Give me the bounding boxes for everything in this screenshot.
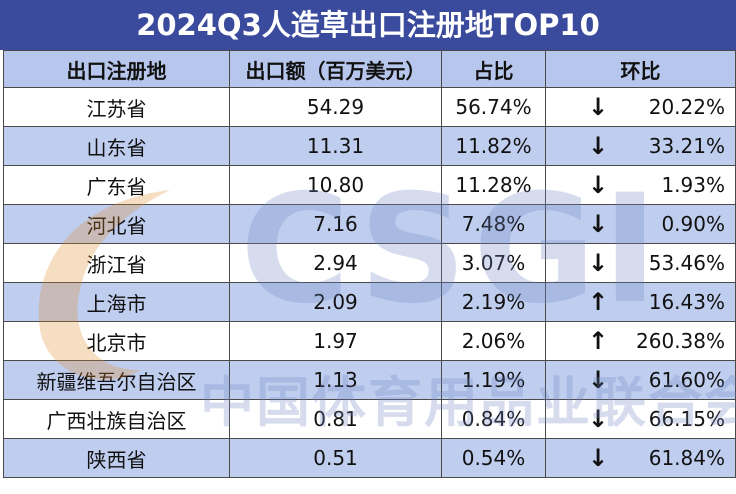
header-amount: 出口额（百万美元） bbox=[229, 50, 442, 88]
mom-value: 16.43% bbox=[648, 290, 725, 314]
cell-amount: 1.97 bbox=[229, 321, 442, 361]
mom-value: 61.84% bbox=[648, 446, 725, 470]
table-row: 河北省 7.16 7.48% ↓ 0.90% bbox=[3, 204, 736, 244]
cell-amount: 0.81 bbox=[229, 399, 442, 439]
table-row: 上海市 2.09 2.19% ↑ 16.43% bbox=[3, 282, 736, 322]
table-row: 广东省 10.80 11.28% ↓ 1.93% bbox=[3, 165, 736, 205]
cell-share: 56.74% bbox=[441, 87, 546, 127]
mom-value: 33.21% bbox=[648, 134, 725, 158]
table-row: 广西壮族自治区 0.81 0.84% ↓ 66.15% bbox=[3, 399, 736, 439]
header-row: 出口注册地 出口额（百万美元） 占比 环比 bbox=[3, 50, 736, 88]
cell-region: 浙江省 bbox=[3, 243, 230, 283]
cell-share: 2.19% bbox=[441, 282, 546, 322]
mom-value: 53.46% bbox=[648, 251, 725, 275]
cell-region: 广东省 bbox=[3, 165, 230, 205]
cell-region: 广西壮族自治区 bbox=[3, 399, 230, 439]
cell-amount: 54.29 bbox=[229, 87, 442, 127]
cell-share: 1.19% bbox=[441, 360, 546, 400]
arrow-down-icon: ↓ bbox=[588, 171, 609, 199]
cell-share: 11.28% bbox=[441, 165, 546, 205]
cell-mom: ↑ 16.43% bbox=[545, 282, 736, 322]
cell-region: 河北省 bbox=[3, 204, 230, 244]
cell-mom: ↓ 0.90% bbox=[545, 204, 736, 244]
cell-region: 山东省 bbox=[3, 126, 230, 166]
arrow-down-icon: ↓ bbox=[588, 444, 609, 472]
table-row: 江苏省 54.29 56.74% ↓ 20.22% bbox=[3, 87, 736, 127]
arrow-down-icon: ↓ bbox=[588, 93, 609, 121]
table-title: 2024Q3人造草出口注册地TOP10 bbox=[0, 0, 736, 50]
arrow-down-icon: ↓ bbox=[588, 405, 609, 433]
cell-mom: ↓ 20.22% bbox=[545, 87, 736, 127]
table-row: 山东省 11.31 11.82% ↓ 33.21% bbox=[3, 126, 736, 166]
cell-mom: ↓ 66.15% bbox=[545, 399, 736, 439]
cell-region: 新疆维吾尔自治区 bbox=[3, 360, 230, 400]
cell-mom: ↓ 53.46% bbox=[545, 243, 736, 283]
cell-mom: ↓ 1.93% bbox=[545, 165, 736, 205]
cell-mom: ↑ 260.38% bbox=[545, 321, 736, 361]
arrow-down-icon: ↓ bbox=[588, 210, 609, 238]
table-row: 陕西省 0.51 0.54% ↓ 61.84% bbox=[3, 438, 736, 478]
header-mom: 环比 bbox=[545, 50, 736, 88]
table-row: 浙江省 2.94 3.07% ↓ 53.46% bbox=[3, 243, 736, 283]
cell-share: 0.84% bbox=[441, 399, 546, 439]
cell-amount: 2.09 bbox=[229, 282, 442, 322]
arrow-up-icon: ↑ bbox=[588, 327, 609, 355]
cell-mom: ↓ 61.84% bbox=[545, 438, 736, 478]
cell-region: 上海市 bbox=[3, 282, 230, 322]
mom-value: 0.90% bbox=[661, 212, 725, 236]
arrow-up-icon: ↑ bbox=[588, 288, 609, 316]
cell-region: 北京市 bbox=[3, 321, 230, 361]
arrow-down-icon: ↓ bbox=[588, 132, 609, 160]
cell-share: 3.07% bbox=[441, 243, 546, 283]
mom-value: 1.93% bbox=[661, 173, 725, 197]
cell-amount: 7.16 bbox=[229, 204, 442, 244]
cell-share: 11.82% bbox=[441, 126, 546, 166]
cell-amount: 11.31 bbox=[229, 126, 442, 166]
mom-value: 66.15% bbox=[648, 407, 725, 431]
mom-value: 61.60% bbox=[648, 368, 725, 392]
arrow-down-icon: ↓ bbox=[588, 249, 609, 277]
cell-region: 江苏省 bbox=[3, 87, 230, 127]
table-row: 北京市 1.97 2.06% ↑ 260.38% bbox=[3, 321, 736, 361]
mom-value: 260.38% bbox=[636, 329, 725, 353]
cell-region: 陕西省 bbox=[3, 438, 230, 478]
header-region: 出口注册地 bbox=[3, 50, 230, 88]
cell-share: 7.48% bbox=[441, 204, 546, 244]
table-row: 新疆维吾尔自治区 1.13 1.19% ↓ 61.60% bbox=[3, 360, 736, 400]
cell-amount: 2.94 bbox=[229, 243, 442, 283]
cell-amount: 0.51 bbox=[229, 438, 442, 478]
header-share: 占比 bbox=[441, 50, 546, 88]
cell-share: 0.54% bbox=[441, 438, 546, 478]
cell-mom: ↓ 61.60% bbox=[545, 360, 736, 400]
cell-amount: 1.13 bbox=[229, 360, 442, 400]
mom-value: 20.22% bbox=[648, 95, 725, 119]
cell-mom: ↓ 33.21% bbox=[545, 126, 736, 166]
arrow-down-icon: ↓ bbox=[588, 366, 609, 394]
data-table: 出口注册地 出口额（百万美元） 占比 环比 江苏省 54.29 56.74% ↓ 20.… bbox=[3, 50, 736, 478]
cell-share: 2.06% bbox=[441, 321, 546, 361]
cell-amount: 10.80 bbox=[229, 165, 442, 205]
table-body: 江苏省 54.29 56.74% ↓ 20.22% 山东省 11.31 11.82% ↓ 33.2… bbox=[3, 87, 736, 478]
